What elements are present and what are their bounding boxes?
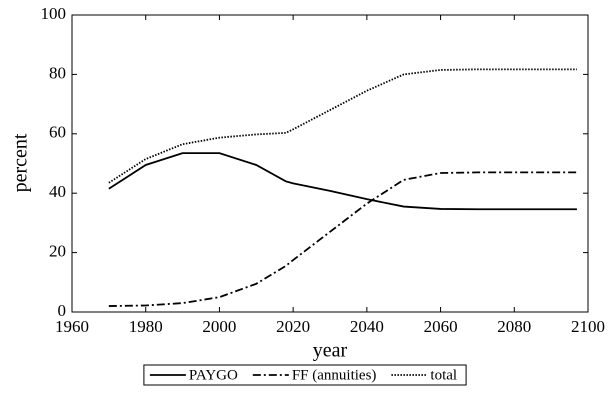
- x-tick-label: 2100: [571, 317, 605, 336]
- y-tick-label: 20: [49, 242, 66, 261]
- y-tick-label: 60: [49, 123, 66, 142]
- x-tick-label: 1960: [55, 317, 89, 336]
- legend-label: FF (annuities): [292, 367, 377, 383]
- y-tick-label: 40: [49, 182, 66, 201]
- y-tick-label: 80: [49, 63, 66, 82]
- legend-box: [143, 364, 467, 386]
- line-series: [108, 68, 577, 184]
- y-tick-label: 100: [41, 4, 67, 23]
- x-tick-label: 2060: [424, 317, 458, 336]
- x-axis-label: year: [313, 340, 348, 362]
- x-tick-label: 2040: [350, 317, 384, 336]
- line-series: [108, 152, 577, 211]
- x-tick-label: 1980: [129, 317, 163, 336]
- plot-frame: [71, 14, 589, 313]
- line-series: [108, 171, 577, 307]
- x-tick-label: 2080: [497, 317, 531, 336]
- legend-label: PAYGO: [189, 367, 238, 383]
- x-tick-label: 2020: [276, 317, 310, 336]
- y-axis-label: percent: [10, 133, 32, 192]
- legend-label: total: [430, 367, 457, 383]
- y-tick-label: 0: [58, 301, 67, 320]
- x-tick-label: 2000: [202, 317, 236, 336]
